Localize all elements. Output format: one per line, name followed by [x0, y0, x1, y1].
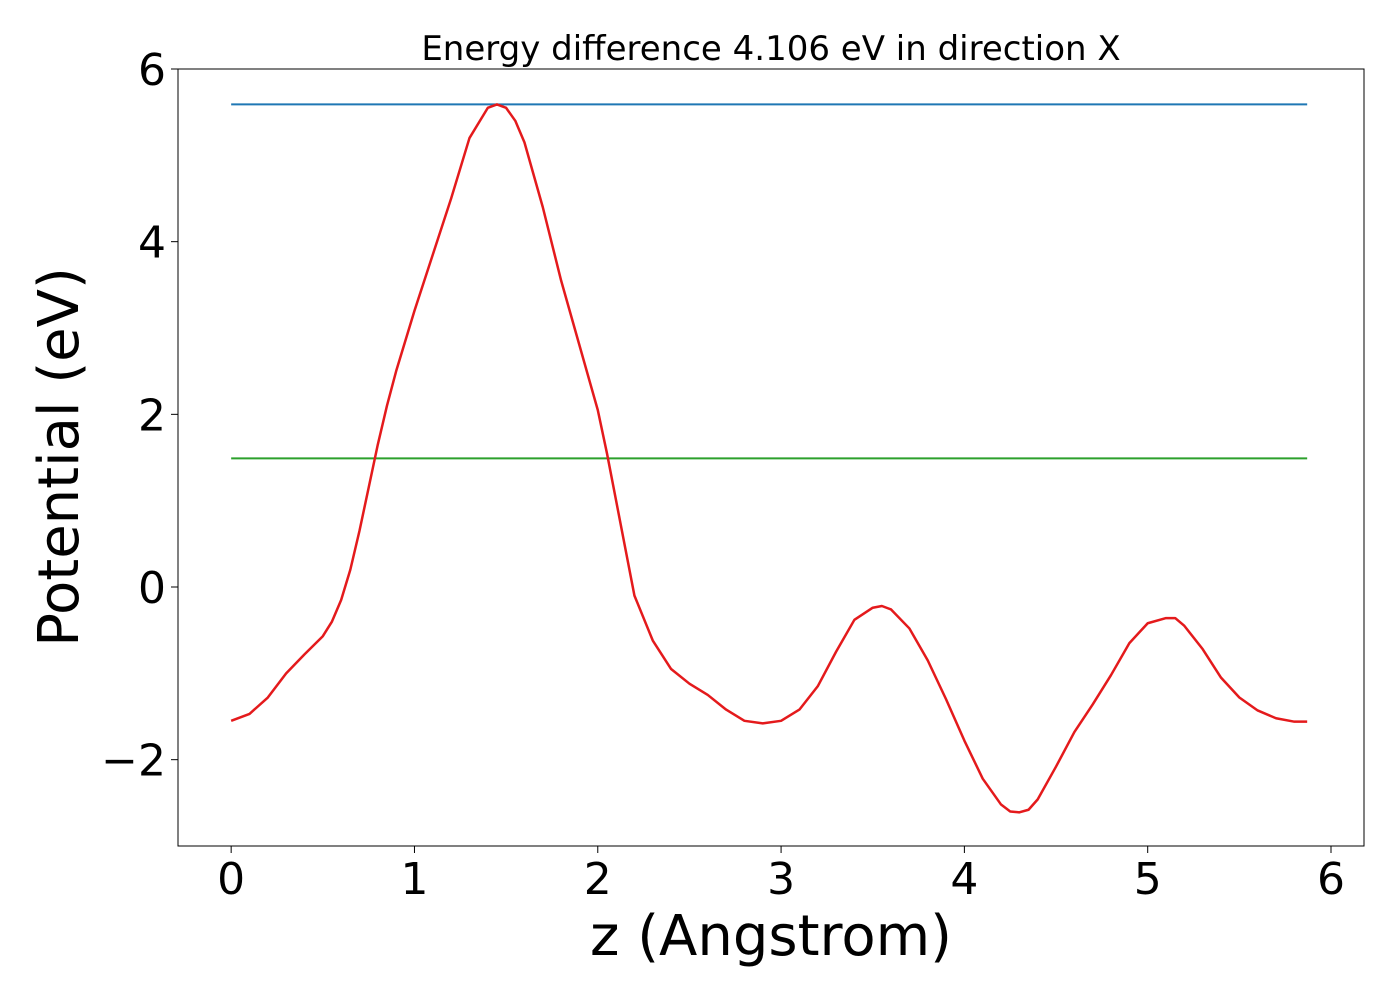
chart-title: Energy difference 4.106 eV in direction … [421, 29, 1120, 69]
x-axis-label: z (Angstrom) [590, 904, 952, 969]
x-tick-label: 1 [400, 854, 428, 905]
y-axis-label: Potential (eV) [27, 267, 92, 647]
y-tick-label: 0 [138, 563, 166, 614]
series-line-potential [230, 103, 1308, 814]
plot-frame [177, 68, 1365, 847]
x-tick-label: 6 [1317, 854, 1345, 905]
x-tick-label: 5 [1134, 854, 1162, 905]
series-layer [230, 103, 1308, 814]
y-tick-label: 4 [138, 218, 166, 269]
x-tick-label: 4 [950, 854, 978, 905]
x-tick-label: 0 [217, 854, 245, 905]
x-tick-label: 3 [767, 854, 795, 905]
x-axis-ticks: 0 1 2 3 4 5 6 [217, 846, 1345, 905]
y-axis-ticks: −2 0 2 4 6 [101, 45, 178, 787]
y-tick-label: 6 [138, 45, 166, 96]
y-tick-label: −2 [101, 736, 166, 787]
y-tick-label: 2 [138, 390, 166, 441]
x-tick-label: 2 [584, 854, 612, 905]
